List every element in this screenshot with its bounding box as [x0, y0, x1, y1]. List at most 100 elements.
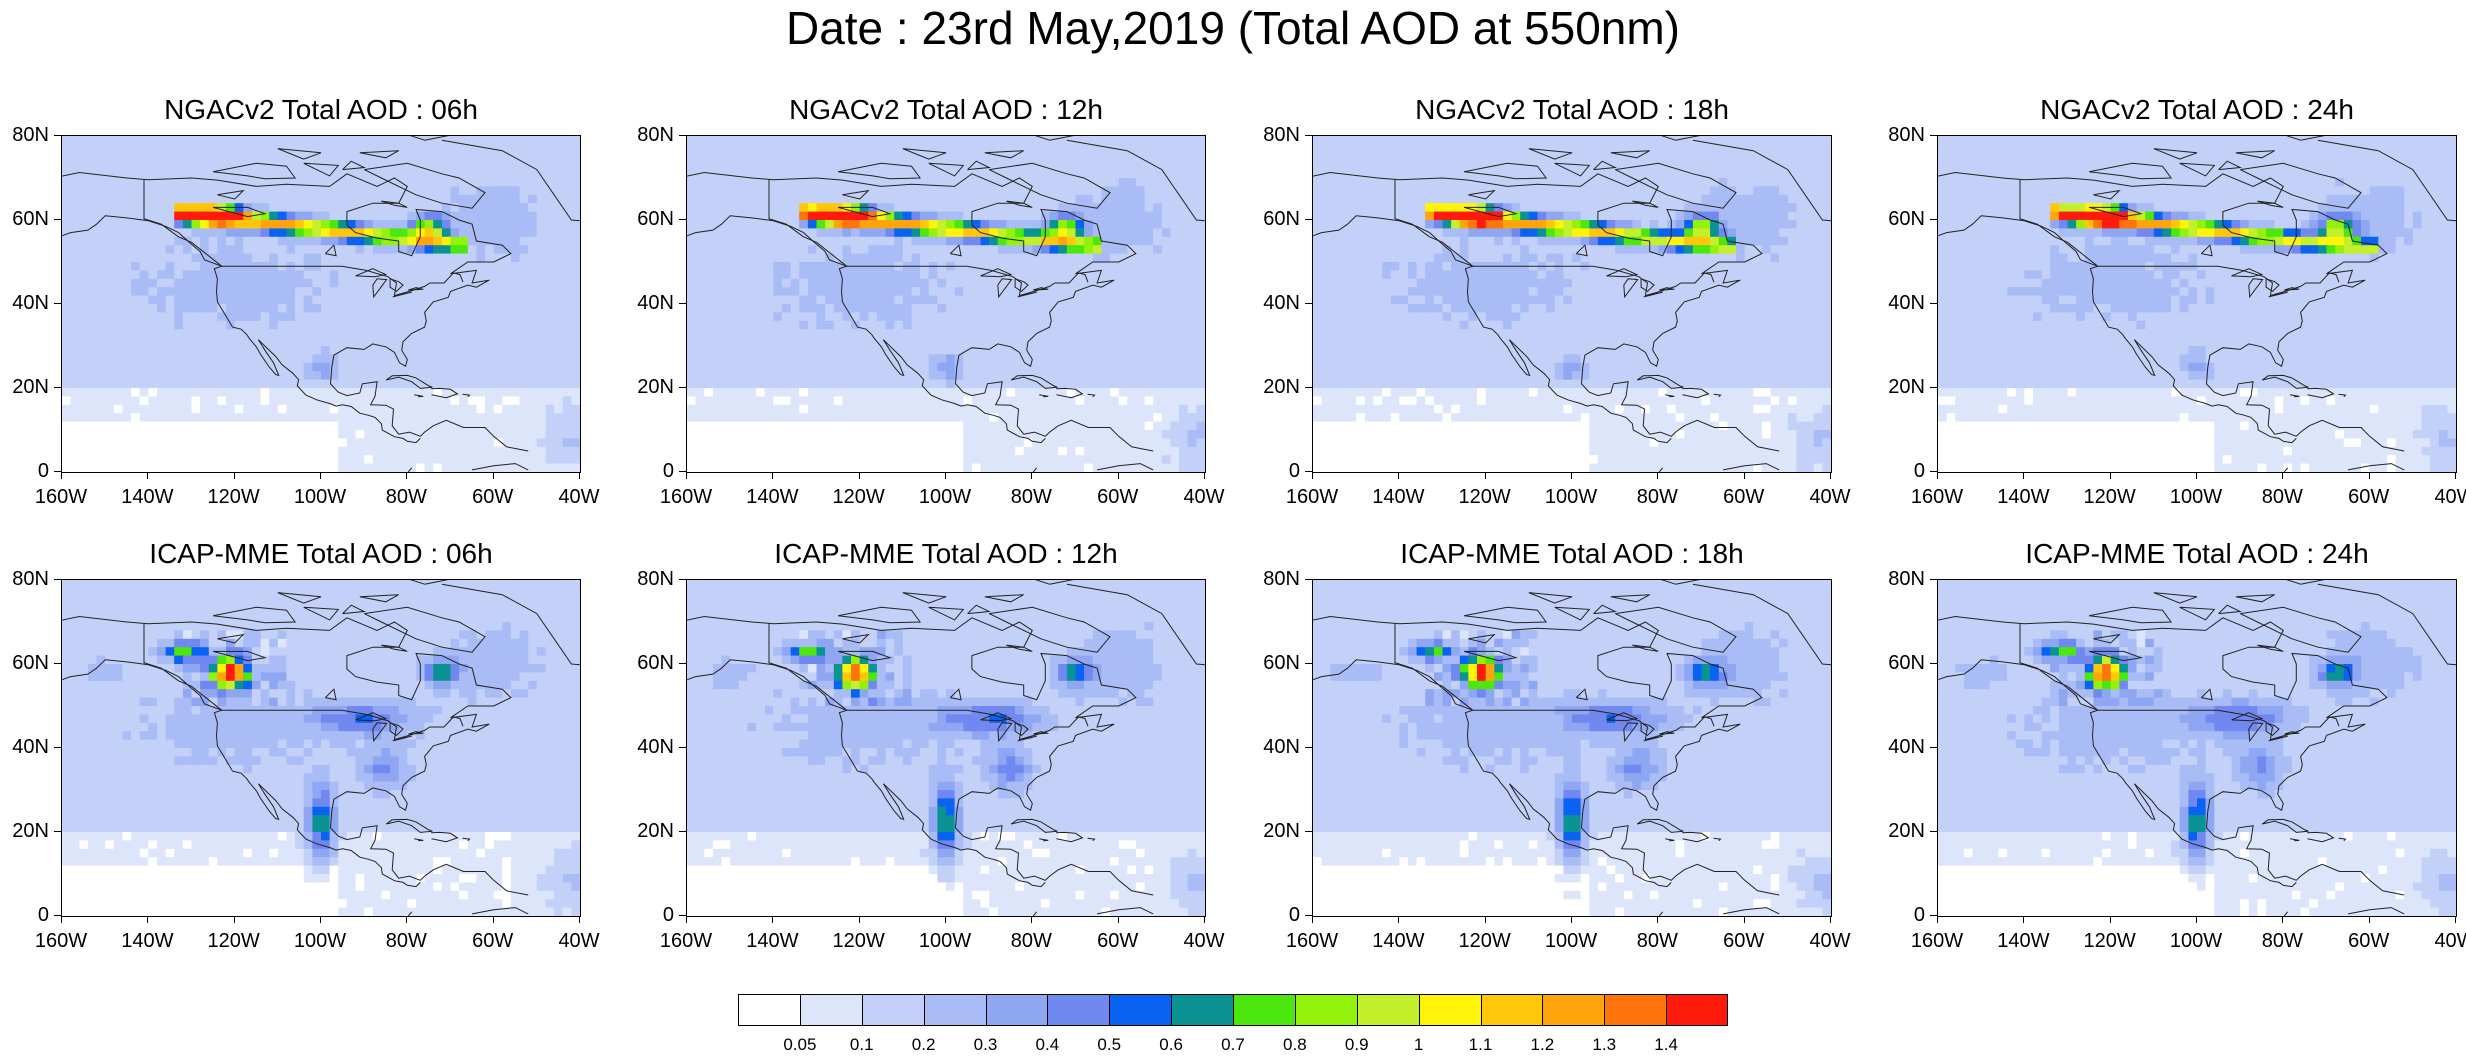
x-tick	[1398, 916, 1400, 923]
longitude-label: 120W	[1458, 930, 1511, 952]
latitude-label: 20N	[12, 376, 49, 398]
aod-map	[1937, 579, 2457, 917]
y-tick	[54, 579, 61, 580]
aod-field	[62, 136, 580, 472]
latitude-label: 80N	[1888, 124, 1925, 146]
colorbar-swatch	[1171, 994, 1234, 1026]
latitude-label: 60N	[1888, 652, 1925, 674]
y-tick	[1305, 915, 1312, 916]
x-tick	[1312, 916, 1313, 923]
country-border	[143, 623, 464, 741]
longitude-label: 60W	[472, 486, 514, 508]
x-tick	[2023, 472, 2025, 479]
colorbar-swatch	[738, 994, 801, 1026]
y-tick	[1930, 303, 1937, 304]
y-tick	[679, 831, 686, 832]
aod-contour-map	[1938, 580, 2456, 916]
longitude-label: 120W	[207, 486, 260, 508]
longitude-label: 140W	[746, 486, 799, 508]
x-tick	[1743, 916, 1745, 923]
latitude-label: 40N	[637, 736, 674, 758]
longitude-label: 120W	[207, 930, 260, 952]
longitude-label: 100W	[1544, 486, 1598, 508]
x-tick	[2109, 472, 2111, 479]
x-tick	[2109, 916, 2111, 923]
x-tick	[686, 916, 687, 923]
colorbar-label: 0.5	[1097, 1035, 1122, 1054]
aod-field	[1938, 136, 2456, 472]
coastlines	[1313, 580, 1831, 916]
aod-map	[1312, 579, 1832, 917]
y-tick	[1930, 747, 1937, 748]
colorbar-swatch	[1356, 994, 1420, 1026]
longitude-label: 120W	[1458, 486, 1511, 508]
aod-contour-map	[62, 580, 580, 916]
longitude-label: 40W	[1183, 930, 1225, 952]
latitude-label: 80N	[1263, 124, 1300, 146]
panel-title: ICAP-MME Total AOD : 12h	[774, 538, 1118, 569]
latitude-label: 80N	[12, 124, 49, 146]
longitude-label: 100W	[293, 930, 347, 952]
colorbar-label: 1.1	[1468, 1035, 1493, 1054]
x-tick	[945, 472, 946, 479]
x-tick	[1484, 472, 1486, 479]
y-tick	[54, 303, 61, 304]
y-tick	[1305, 747, 1312, 748]
panel-title: ICAP-MME Total AOD : 18h	[1400, 538, 1744, 569]
y-tick	[1930, 471, 1937, 472]
latitude-label: 40N	[637, 292, 674, 314]
longitude-label: 160W	[34, 930, 88, 952]
longitude-label: 140W	[1372, 930, 1425, 952]
longitude-label: 80W	[1010, 930, 1052, 952]
colorbar-swatch	[1666, 994, 1728, 1026]
x-tick	[858, 472, 860, 479]
panel-title: NGACv2 Total AOD : 24h	[2040, 94, 2354, 125]
colorbar-swatch	[799, 994, 863, 1026]
coastlines	[62, 136, 580, 472]
x-tick	[492, 472, 494, 479]
x-tick	[147, 472, 149, 479]
figure-title: Date : 23rd May,2019 (Total AOD at 550nm…	[785, 2, 1681, 54]
longitude-label: 40W	[2434, 930, 2466, 952]
panel-title: ICAP-MME Total AOD : 24h	[2025, 538, 2369, 569]
x-tick	[1204, 916, 1205, 923]
longitude-label: 80W	[2261, 486, 2303, 508]
y-tick	[1930, 915, 1937, 916]
latitude-label: 20N	[1888, 820, 1925, 842]
y-tick	[1930, 387, 1937, 388]
latitude-label: 0	[1288, 460, 1300, 482]
colorbar-label: 0.8	[1283, 1035, 1307, 1054]
x-tick	[2196, 472, 2197, 479]
y-tick	[1930, 579, 1937, 580]
coastlines	[687, 136, 1205, 472]
y-tick	[1305, 219, 1312, 220]
colorbar-swatch	[1109, 994, 1172, 1026]
longitude-label: 160W	[659, 930, 713, 952]
longitude-label: 120W	[832, 486, 885, 508]
x-tick	[1117, 916, 1119, 923]
country-border	[1394, 179, 1715, 297]
y-tick	[1305, 579, 1312, 580]
longitude-label: 120W	[832, 930, 885, 952]
latitude-label: 60N	[1263, 208, 1300, 230]
latitude-label: 60N	[12, 208, 49, 230]
x-tick	[1398, 472, 1400, 479]
panel-title: NGACv2 Total AOD : 12h	[789, 94, 1103, 125]
y-tick	[54, 663, 61, 664]
aod-map	[1312, 135, 1832, 473]
x-tick	[772, 916, 774, 923]
longitude-label: 140W	[121, 930, 174, 952]
longitude-label: 40W	[2434, 486, 2466, 508]
latitude-label: 80N	[637, 568, 674, 590]
longitude-label: 80W	[1636, 486, 1678, 508]
aod-contour-map	[1313, 136, 1831, 472]
longitude-label: 40W	[1183, 486, 1225, 508]
y-tick	[54, 747, 61, 748]
y-tick	[679, 471, 686, 472]
latitude-label: 60N	[12, 652, 49, 674]
x-tick	[61, 916, 62, 923]
y-tick	[54, 915, 61, 916]
x-tick	[1117, 472, 1119, 479]
y-tick	[679, 135, 686, 136]
longitude-label: 40W	[1809, 486, 1851, 508]
